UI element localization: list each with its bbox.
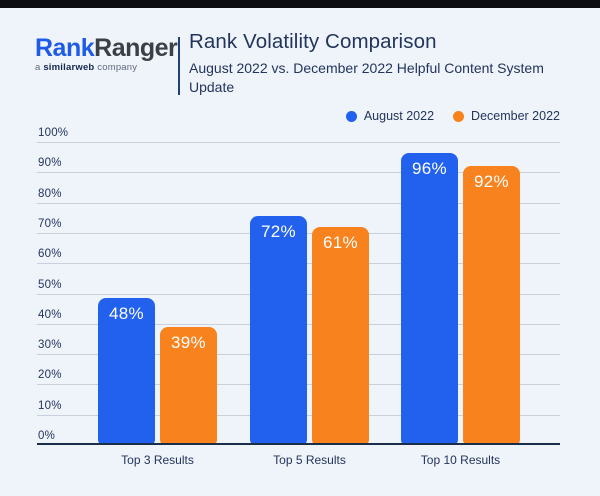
x-axis-category-label: Top 5 Results: [273, 453, 346, 467]
y-axis-tick-label: 50%: [38, 279, 62, 291]
gridline: [37, 172, 560, 173]
gridline: [37, 203, 560, 204]
y-axis-tick-label: 30%: [38, 339, 62, 351]
bar-august-2022-top-10-results: 96%: [401, 153, 458, 445]
y-axis-tick-label: 0%: [38, 430, 56, 442]
bar-value-label: 48%: [109, 304, 144, 323]
tagline-suffix: company: [94, 62, 138, 73]
chart-title: Rank Volatility Comparison: [189, 30, 437, 53]
y-axis-tick-label: 20%: [38, 369, 62, 381]
bar-value-label: 72%: [261, 222, 296, 241]
x-axis-line: [37, 442, 560, 445]
legend-label: August 2022: [363, 109, 435, 123]
bar-december-2022-top-3-results: 39%: [160, 327, 217, 445]
y-axis-tick-label: 70%: [38, 218, 62, 230]
y-axis-tick-label: 40%: [38, 309, 62, 321]
legend-dot-icon: [345, 110, 357, 122]
x-axis-category-label: Top 3 Results: [121, 453, 194, 467]
legend-item-december-2022: December 2022: [453, 109, 560, 123]
legend-item-august-2022: August 2022: [345, 109, 435, 123]
rankranger-logo: RankRanger a similarweb company: [35, 34, 178, 73]
bar-august-2022-top-5-results: 72%: [250, 216, 307, 445]
title-block: Rank Volatility Comparison August 2022 v…: [189, 30, 569, 96]
y-axis-tick-label: 60%: [38, 248, 62, 260]
bar-value-label: 39%: [171, 333, 206, 352]
y-axis-tick-label: 100%: [38, 127, 69, 139]
tagline-prefix: a: [35, 62, 44, 73]
plot-area: 100% 90% 80% 70% 60% 50% 40% 30% 20% 10% 0% 48% 39% 7…: [37, 127, 560, 445]
chart-legend: August 2022 December 2022: [0, 108, 560, 124]
logo-rank-text: Rank: [35, 34, 95, 62]
tagline-similarweb: similarweb: [43, 62, 95, 73]
header-divider: [178, 37, 180, 95]
bar-value-label: 61%: [323, 233, 358, 252]
legend-dot-icon: [453, 110, 465, 122]
x-axis-category-label: Top 10 Results: [420, 453, 501, 467]
chart-subtitle: August 2022 vs. December 2022 Helpful Co…: [189, 60, 544, 95]
bar-value-label: 92%: [474, 172, 509, 191]
top-accent-bar: [0, 0, 600, 8]
legend-label: December 2022: [471, 109, 560, 123]
logo-ranger-text: Ranger: [94, 34, 178, 62]
bar-december-2022-top-10-results: 92%: [463, 166, 520, 445]
bar-august-2022-top-3-results: 48%: [98, 298, 155, 445]
bar-december-2022-top-5-results: 61%: [312, 227, 369, 445]
logo-tagline: a similarweb company: [35, 62, 177, 73]
x-axis-labels: Top 3 Results Top 5 Results Top 10 Results: [37, 453, 560, 469]
y-axis-tick-label: 80%: [38, 188, 62, 200]
y-axis-tick-label: 10%: [38, 400, 62, 412]
bar-value-label: 96%: [412, 159, 447, 178]
y-axis-tick-label: 90%: [38, 157, 62, 169]
logo-wordmark: RankRanger: [35, 34, 178, 62]
gridline: [37, 142, 560, 143]
